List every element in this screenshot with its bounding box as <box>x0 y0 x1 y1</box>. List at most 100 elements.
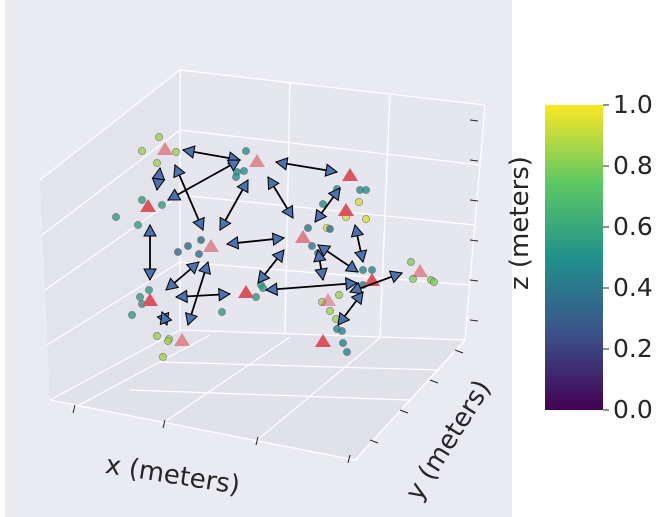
grid-line <box>159 361 441 371</box>
z-axis-label: z (meters) <box>505 156 535 290</box>
triangle-marker <box>295 230 311 243</box>
point <box>326 307 334 315</box>
arrow-head <box>345 277 359 291</box>
grid-line <box>179 129 481 166</box>
triangle-marker <box>338 203 354 216</box>
z-tick <box>469 279 479 282</box>
arrow-head <box>181 145 196 159</box>
grid-line <box>254 337 381 443</box>
point <box>174 248 182 256</box>
triangle-marker <box>342 168 358 181</box>
point <box>153 332 161 340</box>
point <box>145 286 153 294</box>
grid-line <box>49 329 181 401</box>
point <box>218 308 226 316</box>
z-tick <box>469 119 479 122</box>
arrow-head <box>218 287 232 302</box>
arrow-head <box>143 223 157 237</box>
colorbar-tick-label: 0.4 <box>613 273 653 302</box>
triangle-marker <box>174 333 190 346</box>
point <box>407 258 415 266</box>
y-tick <box>454 349 464 354</box>
grid-line <box>464 104 486 341</box>
arrow-head <box>184 311 199 326</box>
grid-line <box>49 399 356 461</box>
z-tick <box>469 159 479 162</box>
arrow-head <box>159 311 173 326</box>
point <box>368 266 376 274</box>
arrow-head <box>349 281 364 295</box>
point <box>240 167 248 175</box>
point <box>128 311 136 319</box>
back-pane <box>180 70 485 340</box>
z-tick <box>469 199 479 202</box>
z-tick <box>469 239 479 242</box>
grid-line <box>44 194 181 291</box>
arrow-head <box>271 249 285 264</box>
arrow-head <box>314 208 328 223</box>
arrow-head <box>267 176 280 191</box>
arrow-head <box>173 164 186 179</box>
point <box>172 148 180 156</box>
grid-line <box>69 334 211 411</box>
arrow-head <box>151 166 166 181</box>
triangle-marker <box>142 293 158 306</box>
arrow-head <box>236 179 249 194</box>
axis-panes <box>39 69 486 464</box>
arrow-head <box>274 157 289 171</box>
arrow-head <box>219 216 232 231</box>
point <box>153 159 161 167</box>
triangle-marker <box>157 142 173 155</box>
point <box>343 348 351 356</box>
triangle-marker <box>203 239 219 252</box>
arrow-head <box>167 188 182 201</box>
y-tick <box>429 379 439 384</box>
colorbar-tick-label: 0.8 <box>613 151 653 180</box>
point <box>362 215 370 223</box>
arrow-head <box>388 270 403 284</box>
point <box>362 186 370 194</box>
point <box>335 291 343 299</box>
grid-line <box>41 129 181 236</box>
point <box>164 337 172 345</box>
x-tick <box>72 404 76 414</box>
grid-line <box>46 261 181 346</box>
arrow-shaft <box>174 164 204 231</box>
z-tick <box>469 319 479 322</box>
triangle-marker <box>315 334 331 347</box>
point <box>134 221 142 229</box>
arrow-head <box>185 261 200 275</box>
arrow-head <box>143 268 157 282</box>
point <box>319 200 327 208</box>
colorbar <box>545 105 603 410</box>
arrow-head <box>271 232 286 247</box>
y-tick <box>399 409 409 414</box>
colorbar-ticks <box>603 104 609 411</box>
point <box>138 196 146 204</box>
arrow-head <box>324 163 339 177</box>
point <box>158 201 166 209</box>
grid-line <box>129 389 411 401</box>
colorbar-tick-label: 0.2 <box>613 334 653 363</box>
arrow-head <box>226 159 241 172</box>
point <box>197 236 205 244</box>
point <box>138 147 146 155</box>
x-tick <box>162 419 166 429</box>
arrow-head <box>165 277 180 291</box>
grid-line <box>39 69 181 181</box>
point <box>308 242 316 250</box>
point <box>159 353 167 361</box>
point <box>326 225 334 233</box>
arrow-head <box>257 269 271 284</box>
arrow-head <box>337 311 351 326</box>
arrow-head <box>174 289 188 304</box>
point <box>136 293 144 301</box>
point <box>232 173 240 181</box>
arrow-head <box>327 187 341 202</box>
arrow-head <box>197 261 212 276</box>
x-tick <box>347 454 351 464</box>
arrow-head <box>350 223 365 238</box>
arrow-head <box>225 235 240 250</box>
arrow-head <box>192 216 205 231</box>
